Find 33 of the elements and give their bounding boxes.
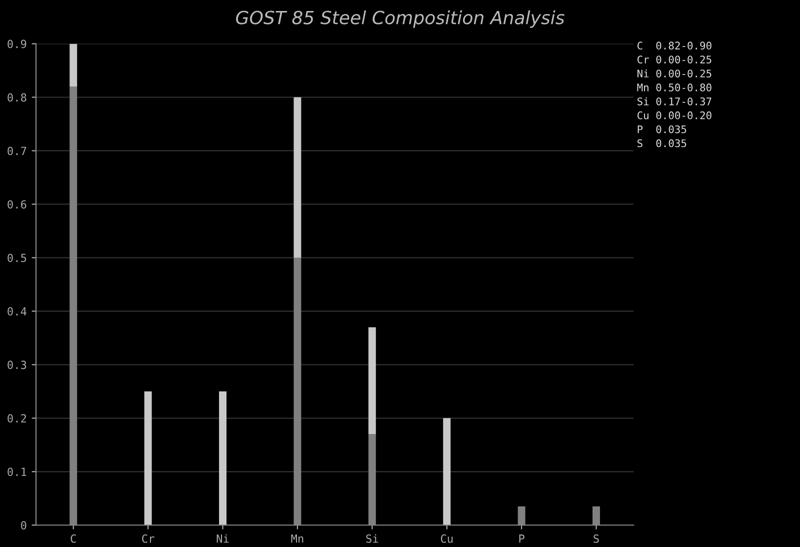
x-tick-label: Cr bbox=[142, 534, 154, 543]
x-tick-label: Si bbox=[366, 534, 378, 543]
chart-title: GOST 85 Steel Composition Analysis bbox=[236, 10, 564, 28]
y-tick-label: 0.4 bbox=[8, 307, 26, 316]
x-tick-label: S bbox=[594, 534, 599, 543]
bar bbox=[219, 391, 226, 526]
text: Cr 0.00-0.25 bbox=[638, 56, 712, 64]
text: S 0.035 bbox=[638, 139, 686, 148]
y-tick-label: 0.7 bbox=[8, 146, 26, 156]
x-tick-label: P bbox=[519, 534, 524, 543]
y-tick-label: 0.5 bbox=[8, 254, 26, 262]
y-tick-label: 0.9 bbox=[8, 40, 26, 48]
text: Ni 0.00-0.25 bbox=[638, 69, 712, 78]
text: Si 0.17-0.37 bbox=[638, 97, 712, 106]
x-tick-label: Ni bbox=[216, 534, 229, 543]
bar bbox=[70, 44, 78, 87]
bar bbox=[144, 391, 152, 526]
y-tick-label: 0 bbox=[21, 521, 26, 530]
x-tick-label: C bbox=[70, 534, 76, 543]
x-tick-label: Mn bbox=[291, 534, 304, 543]
y-tick-label: 0.2 bbox=[8, 414, 26, 423]
y-tick-label: 0.6 bbox=[8, 200, 26, 209]
bar bbox=[443, 418, 451, 526]
text: Cu 0.00-0.20 bbox=[638, 111, 712, 120]
x-tick-label: Cu bbox=[440, 534, 453, 543]
text: Mn 0.50-0.80 bbox=[637, 84, 712, 92]
text: P 0.035 bbox=[638, 125, 686, 134]
y-tick-label: 0.8 bbox=[8, 93, 26, 102]
bar bbox=[294, 97, 302, 258]
text: C 0.82-0.90 bbox=[638, 42, 712, 50]
y-tick-label: 0.1 bbox=[8, 468, 26, 476]
y-tick-label: 0.3 bbox=[8, 360, 26, 370]
bar bbox=[368, 327, 376, 434]
